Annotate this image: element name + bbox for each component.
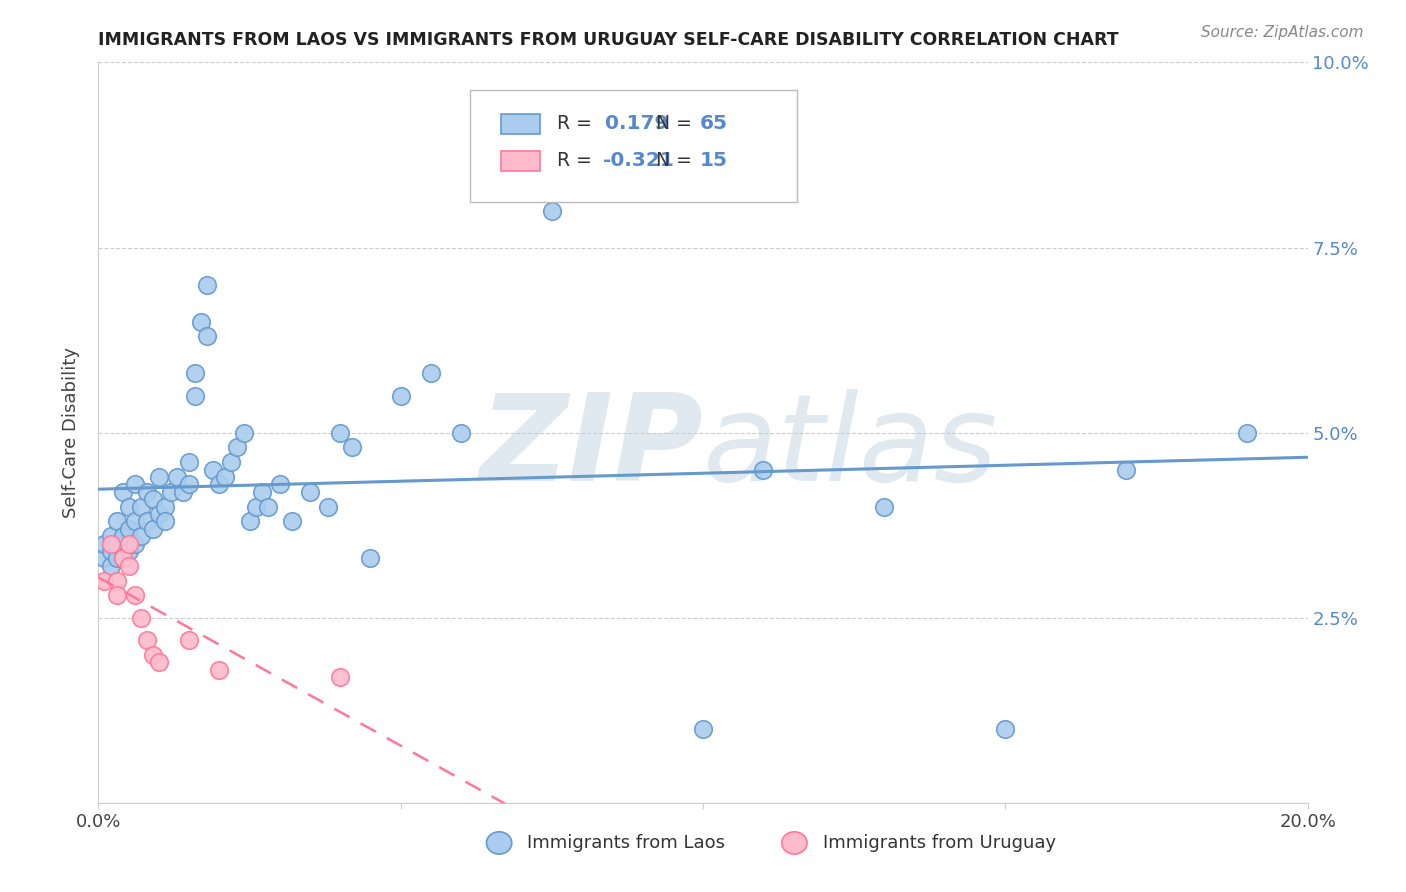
Point [93, 551, 115, 566]
Point [214, 470, 236, 484]
Point [179, 632, 201, 647]
Point [118, 544, 141, 558]
Text: 0.179: 0.179 [605, 114, 668, 134]
Point [100, 544, 122, 558]
Point [221, 455, 243, 469]
Text: R =: R = [557, 152, 598, 170]
Point [105, 551, 128, 566]
Text: N =: N = [655, 114, 697, 134]
Point [269, 477, 291, 491]
Point [93, 536, 115, 550]
Point [179, 455, 201, 469]
Point [232, 425, 254, 440]
Point [129, 500, 152, 514]
Point [93, 574, 115, 588]
Point [100, 529, 122, 543]
Point [148, 655, 170, 669]
Point [100, 536, 122, 550]
Point [873, 500, 896, 514]
Point [135, 632, 157, 647]
Point [153, 515, 176, 529]
Text: 65: 65 [699, 114, 727, 134]
Point [105, 515, 128, 529]
Point [118, 558, 141, 573]
Point [142, 492, 165, 507]
Text: Immigrants from Uruguay: Immigrants from Uruguay [823, 834, 1056, 852]
Text: -0.321: -0.321 [603, 152, 675, 170]
Point [111, 551, 134, 566]
Point [124, 589, 146, 603]
Text: 15: 15 [699, 152, 727, 170]
Point [420, 367, 443, 381]
Point [389, 388, 412, 402]
Point [299, 484, 322, 499]
Point [111, 484, 134, 499]
Point [124, 477, 146, 491]
Y-axis label: Self-Care Disability: Self-Care Disability [62, 347, 80, 518]
Point [1236, 425, 1258, 440]
Text: atlas: atlas [703, 389, 998, 506]
Point [179, 477, 201, 491]
Point [129, 529, 152, 543]
Text: IMMIGRANTS FROM LAOS VS IMMIGRANTS FROM URUGUAY SELF-CARE DISABILITY CORRELATION: IMMIGRANTS FROM LAOS VS IMMIGRANTS FROM … [98, 31, 1119, 49]
Point [118, 536, 141, 550]
Point [148, 507, 170, 521]
Point [160, 484, 183, 499]
Text: Source: ZipAtlas.com: Source: ZipAtlas.com [1201, 25, 1364, 40]
Point [250, 484, 273, 499]
Text: N =: N = [655, 152, 697, 170]
Point [105, 536, 128, 550]
Point [256, 500, 278, 514]
Text: R =: R = [557, 114, 598, 134]
Point [148, 470, 170, 484]
Point [329, 670, 352, 684]
Point [360, 551, 382, 566]
Point [153, 500, 176, 514]
Point [202, 462, 225, 476]
FancyBboxPatch shape [470, 90, 797, 202]
Text: Immigrants from Laos: Immigrants from Laos [527, 834, 725, 852]
FancyBboxPatch shape [501, 151, 540, 171]
Point [226, 441, 249, 455]
Point [540, 203, 562, 218]
Point [692, 722, 714, 736]
Point [172, 484, 194, 499]
Point [329, 425, 352, 440]
Point [281, 515, 304, 529]
Point [190, 314, 212, 328]
Point [105, 574, 128, 588]
Point [994, 722, 1017, 736]
FancyBboxPatch shape [501, 113, 540, 135]
Point [111, 529, 134, 543]
Text: ZIP: ZIP [479, 389, 703, 506]
Point [450, 425, 472, 440]
Point [195, 329, 218, 343]
Point [100, 558, 122, 573]
Point [342, 441, 364, 455]
Point [195, 277, 218, 292]
Point [135, 484, 157, 499]
Point [105, 589, 128, 603]
Point [239, 515, 262, 529]
Point [208, 663, 231, 677]
Point [184, 367, 207, 381]
Point [135, 515, 157, 529]
Point [184, 388, 207, 402]
Point [752, 462, 775, 476]
Point [602, 159, 624, 173]
Point [316, 500, 339, 514]
Point [1115, 462, 1137, 476]
Point [129, 610, 152, 624]
Point [245, 500, 267, 514]
Point [118, 500, 141, 514]
Point [124, 536, 146, 550]
Point [124, 515, 146, 529]
Point [118, 522, 141, 536]
Point [166, 470, 188, 484]
Point [142, 522, 165, 536]
Point [208, 477, 231, 491]
Point [142, 648, 165, 662]
Point [111, 551, 134, 566]
